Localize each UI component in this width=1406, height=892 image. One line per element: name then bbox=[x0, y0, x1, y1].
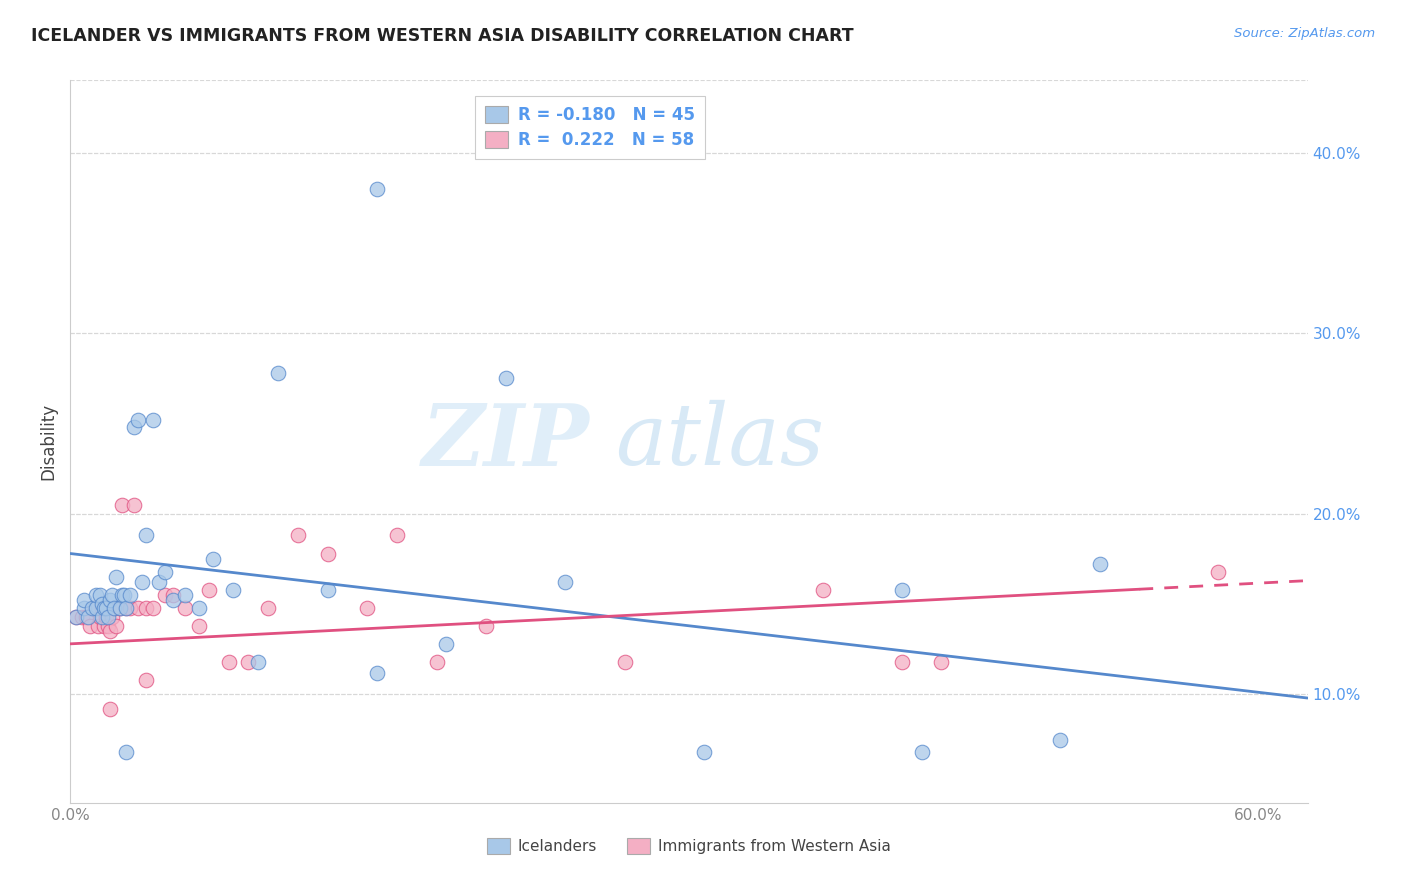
Point bbox=[188, 619, 211, 633]
Point bbox=[91, 600, 114, 615]
Point bbox=[495, 371, 517, 385]
Point bbox=[87, 619, 110, 633]
Point bbox=[101, 609, 124, 624]
Point bbox=[98, 624, 121, 639]
Point bbox=[114, 600, 136, 615]
Point bbox=[198, 582, 221, 597]
Point bbox=[104, 619, 127, 633]
Legend: Icelanders, Immigrants from Western Asia: Icelanders, Immigrants from Western Asia bbox=[481, 832, 897, 860]
Point bbox=[247, 655, 270, 669]
Point bbox=[613, 655, 636, 669]
Y-axis label: Disability: Disability bbox=[39, 403, 58, 480]
Point bbox=[94, 600, 117, 615]
Point bbox=[83, 600, 105, 615]
Point bbox=[554, 575, 576, 590]
Point bbox=[148, 575, 170, 590]
Point bbox=[94, 609, 117, 624]
Point bbox=[287, 528, 309, 542]
Point bbox=[65, 609, 87, 624]
Point bbox=[1088, 558, 1111, 572]
Point bbox=[103, 600, 125, 615]
Point bbox=[257, 600, 280, 615]
Point bbox=[114, 745, 136, 759]
Point bbox=[108, 600, 131, 615]
Point bbox=[118, 588, 141, 602]
Text: atlas: atlas bbox=[614, 401, 824, 483]
Point bbox=[122, 498, 145, 512]
Point bbox=[238, 655, 260, 669]
Point bbox=[425, 655, 447, 669]
Point bbox=[1208, 565, 1230, 579]
Point bbox=[188, 600, 211, 615]
Point bbox=[162, 593, 184, 607]
Point bbox=[79, 619, 101, 633]
Point bbox=[155, 565, 177, 579]
Point bbox=[910, 745, 932, 759]
Point bbox=[131, 575, 153, 590]
Point bbox=[97, 619, 120, 633]
Point bbox=[316, 547, 339, 561]
Text: ICELANDER VS IMMIGRANTS FROM WESTERN ASIA DISABILITY CORRELATION CHART: ICELANDER VS IMMIGRANTS FROM WESTERN ASI… bbox=[31, 27, 853, 45]
Text: ZIP: ZIP bbox=[422, 400, 591, 483]
Point bbox=[73, 593, 96, 607]
Point bbox=[356, 600, 378, 615]
Point bbox=[127, 413, 149, 427]
Point bbox=[111, 498, 134, 512]
Point bbox=[65, 609, 87, 624]
Point bbox=[174, 600, 197, 615]
Point bbox=[80, 600, 103, 615]
Point bbox=[84, 600, 107, 615]
Point bbox=[84, 588, 107, 602]
Point bbox=[101, 588, 124, 602]
Point bbox=[155, 588, 177, 602]
Text: Source: ZipAtlas.com: Source: ZipAtlas.com bbox=[1234, 27, 1375, 40]
Point bbox=[135, 528, 157, 542]
Point bbox=[91, 597, 114, 611]
Point bbox=[385, 528, 408, 542]
Point bbox=[93, 600, 115, 615]
Point bbox=[162, 588, 184, 602]
Point bbox=[108, 600, 131, 615]
Point bbox=[142, 600, 165, 615]
Point bbox=[127, 600, 149, 615]
Point bbox=[104, 570, 127, 584]
Point bbox=[1049, 732, 1071, 747]
Point bbox=[135, 673, 157, 687]
Point bbox=[201, 552, 224, 566]
Point bbox=[73, 600, 96, 615]
Point bbox=[890, 655, 912, 669]
Point bbox=[693, 745, 716, 759]
Point bbox=[111, 588, 134, 602]
Point bbox=[122, 420, 145, 434]
Point bbox=[142, 413, 165, 427]
Point bbox=[89, 609, 111, 624]
Point bbox=[931, 655, 953, 669]
Point bbox=[436, 637, 458, 651]
Point bbox=[366, 665, 388, 680]
Point bbox=[77, 609, 100, 624]
Point bbox=[475, 619, 498, 633]
Point bbox=[103, 600, 125, 615]
Point bbox=[98, 702, 121, 716]
Point bbox=[89, 588, 111, 602]
Point bbox=[174, 588, 197, 602]
Point bbox=[316, 582, 339, 597]
Point bbox=[890, 582, 912, 597]
Point bbox=[811, 582, 834, 597]
Point bbox=[98, 593, 121, 607]
Point bbox=[70, 609, 93, 624]
Point bbox=[97, 609, 120, 624]
Point bbox=[93, 619, 115, 633]
Point bbox=[112, 588, 135, 602]
Point bbox=[118, 600, 141, 615]
Point bbox=[135, 600, 157, 615]
Point bbox=[366, 181, 388, 195]
Point bbox=[267, 366, 290, 380]
Point bbox=[114, 600, 136, 615]
Point bbox=[218, 655, 240, 669]
Point bbox=[221, 582, 243, 597]
Point bbox=[75, 609, 97, 624]
Point bbox=[91, 609, 114, 624]
